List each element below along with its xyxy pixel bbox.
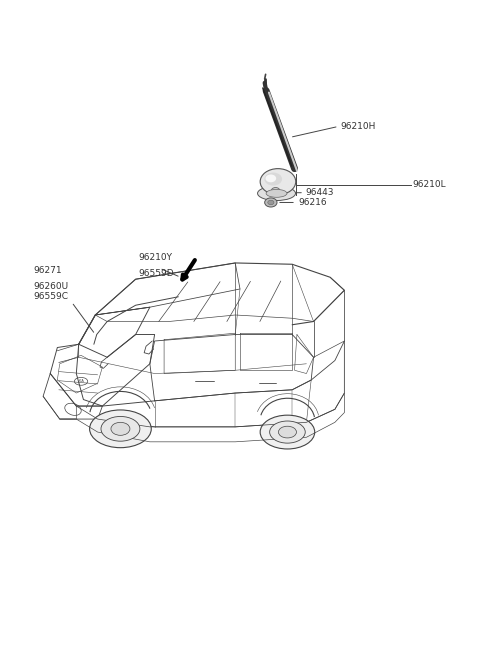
- Ellipse shape: [270, 421, 305, 443]
- Text: 96271: 96271: [34, 266, 62, 275]
- Text: 96443: 96443: [305, 188, 334, 197]
- Text: 96210Y: 96210Y: [138, 253, 172, 262]
- Ellipse shape: [111, 422, 130, 436]
- Ellipse shape: [278, 426, 297, 438]
- Ellipse shape: [264, 173, 282, 186]
- Ellipse shape: [260, 169, 296, 195]
- Ellipse shape: [264, 198, 277, 207]
- Ellipse shape: [271, 188, 280, 194]
- Text: 96210L: 96210L: [412, 180, 446, 190]
- Text: 96559D: 96559D: [138, 270, 174, 278]
- Text: 96216: 96216: [298, 198, 326, 207]
- Ellipse shape: [260, 415, 315, 449]
- Ellipse shape: [265, 174, 276, 182]
- Ellipse shape: [266, 190, 287, 197]
- Text: KIA: KIA: [78, 379, 84, 383]
- Text: 96210H: 96210H: [341, 122, 376, 131]
- Text: 96559C: 96559C: [34, 291, 69, 300]
- Ellipse shape: [101, 417, 140, 441]
- Ellipse shape: [268, 200, 274, 205]
- Ellipse shape: [90, 410, 151, 447]
- Ellipse shape: [258, 186, 296, 201]
- Text: 96260U: 96260U: [34, 283, 69, 291]
